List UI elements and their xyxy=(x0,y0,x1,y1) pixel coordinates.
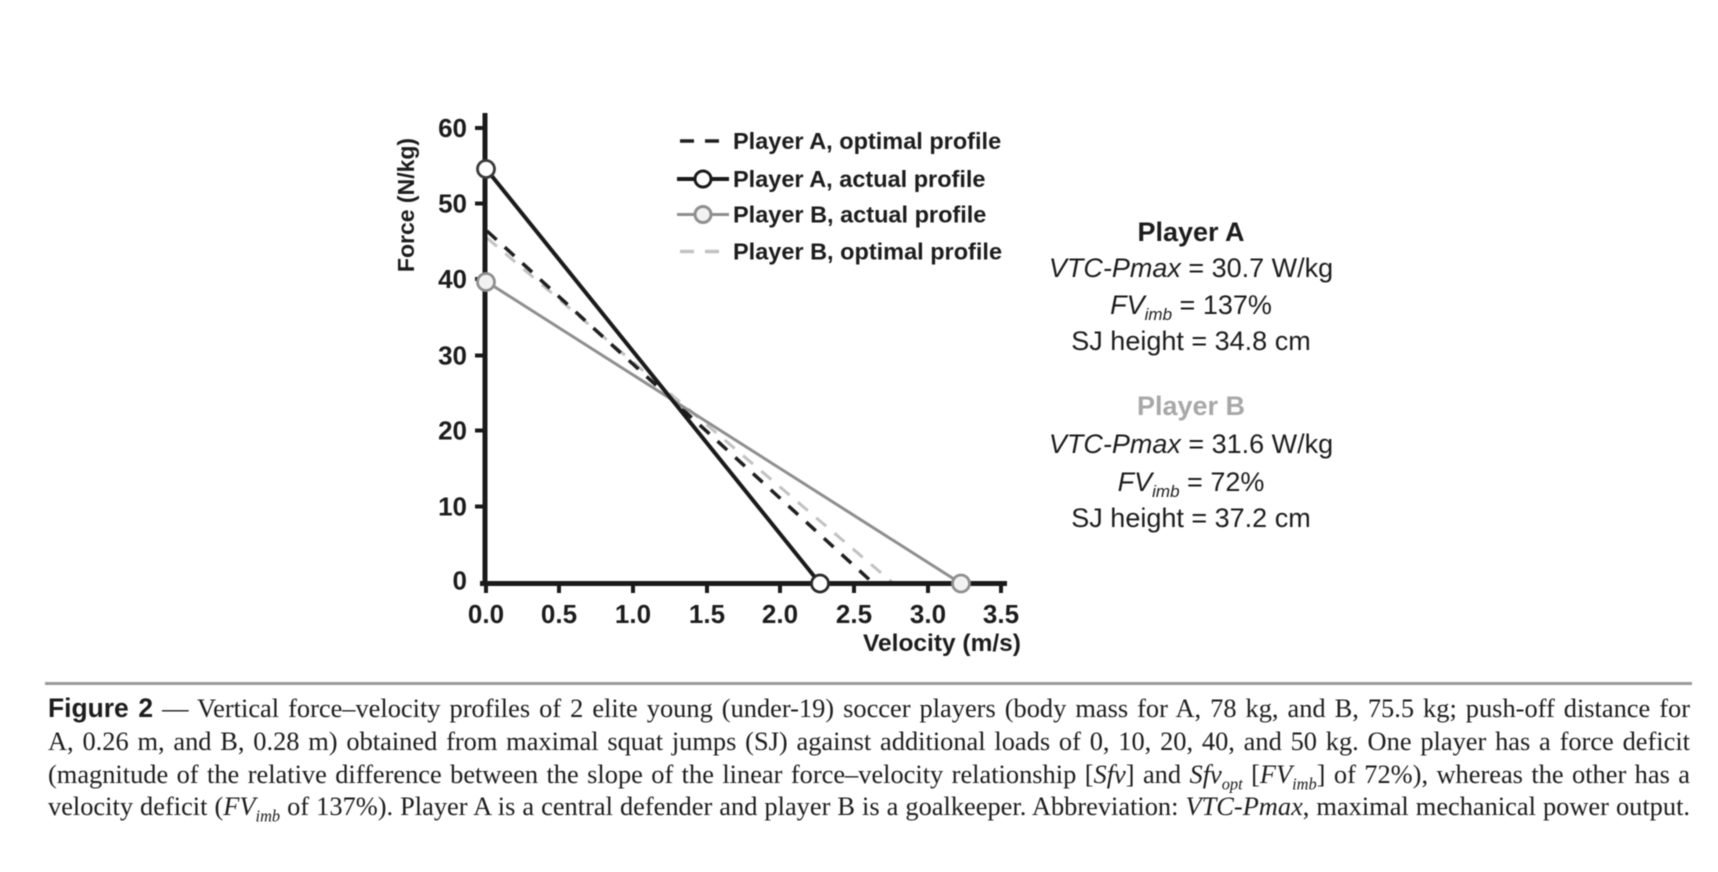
svg-text:40: 40 xyxy=(438,264,467,294)
svg-text:Force (N/kg): Force (N/kg) xyxy=(393,138,419,272)
svg-text:Player B: Player B xyxy=(1137,391,1245,421)
svg-text:FVimb = 72%: FVimb = 72% xyxy=(1118,467,1265,501)
svg-text:2.0: 2.0 xyxy=(762,599,798,629)
svg-text:0.0: 0.0 xyxy=(468,599,504,629)
svg-text:1.5: 1.5 xyxy=(689,599,725,629)
svg-text:1.0: 1.0 xyxy=(615,599,651,629)
svg-text:30: 30 xyxy=(438,341,467,371)
svg-text:0.5: 0.5 xyxy=(541,599,577,629)
svg-text:Player A, optimal profile: Player A, optimal profile xyxy=(733,128,1001,154)
svg-text:Player A: Player A xyxy=(1137,217,1244,247)
svg-text:Player A, actual profile: Player A, actual profile xyxy=(733,166,986,192)
svg-text:Player B, optimal profile: Player B, optimal profile xyxy=(733,239,1002,265)
svg-text:60: 60 xyxy=(438,113,467,143)
svg-text:VTC-Pmax = 30.7 W/kg: VTC-Pmax = 30.7 W/kg xyxy=(1049,253,1333,283)
svg-text:VTC-Pmax = 31.6 W/kg: VTC-Pmax = 31.6 W/kg xyxy=(1049,429,1333,459)
svg-text:SJ height = 37.2 cm: SJ height = 37.2 cm xyxy=(1071,503,1310,533)
svg-text:2.5: 2.5 xyxy=(836,599,872,629)
svg-text:50: 50 xyxy=(438,189,467,219)
svg-text:FVimb = 137%: FVimb = 137% xyxy=(1110,290,1272,324)
svg-text:10: 10 xyxy=(438,492,467,522)
svg-text:3.5: 3.5 xyxy=(983,599,1019,629)
svg-text:Player B, actual profile: Player B, actual profile xyxy=(733,202,986,228)
svg-text:20: 20 xyxy=(438,416,467,446)
svg-text:3.0: 3.0 xyxy=(910,599,946,629)
svg-text:0: 0 xyxy=(453,566,467,596)
svg-text:Velocity (m/s): Velocity (m/s) xyxy=(863,630,1021,657)
svg-text:SJ height = 34.8 cm: SJ height = 34.8 cm xyxy=(1071,326,1310,356)
